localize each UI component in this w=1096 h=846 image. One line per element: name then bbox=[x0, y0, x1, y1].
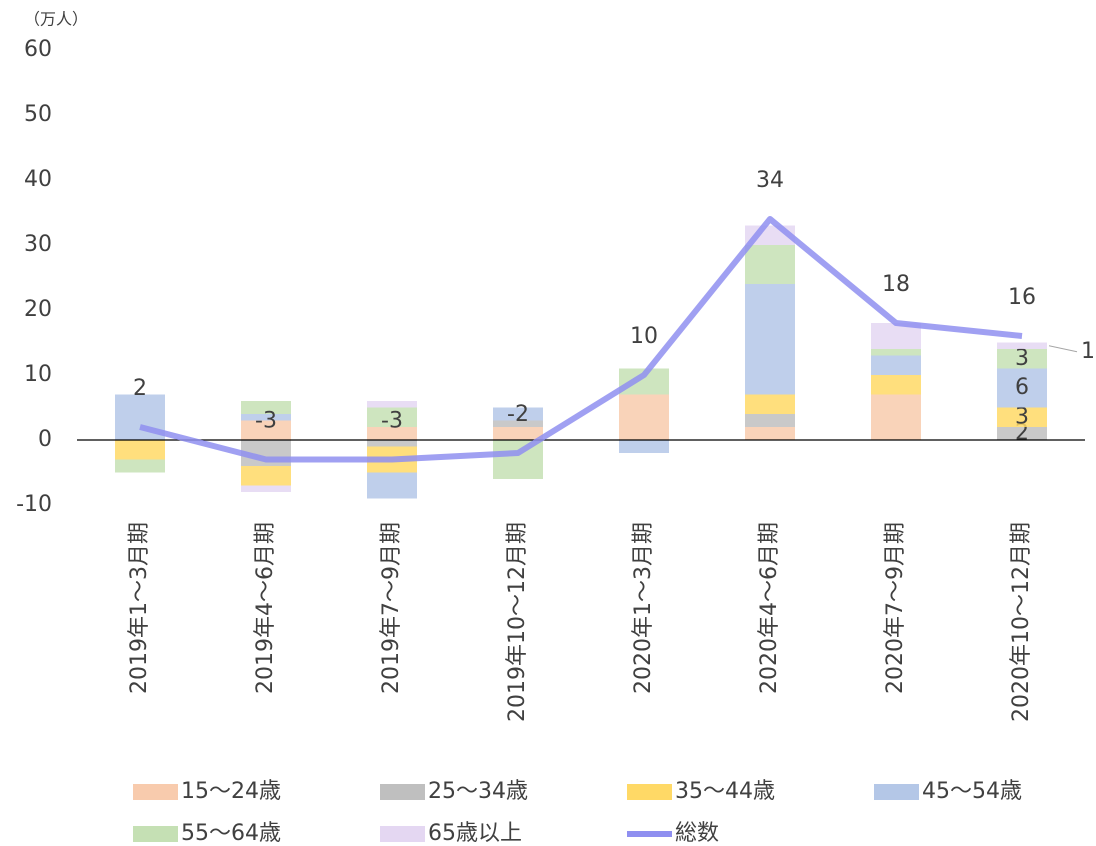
bar-segment bbox=[871, 394, 921, 440]
line-series bbox=[139, 216, 1023, 463]
legend-swatch bbox=[380, 826, 425, 842]
bar-segment bbox=[241, 466, 291, 486]
legend-label: 55～64歳 bbox=[181, 821, 281, 846]
y-tick-label: 0 bbox=[38, 427, 52, 452]
data-label: 3 bbox=[1015, 346, 1029, 371]
bar-segment bbox=[493, 440, 543, 479]
legend-label: 65歳以上 bbox=[428, 821, 522, 846]
legend-swatch bbox=[133, 784, 178, 800]
x-tick-label: 2019年10～12月期 bbox=[505, 522, 530, 722]
line-label: -2 bbox=[507, 402, 529, 427]
y-tick-label: 20 bbox=[24, 297, 52, 322]
bar-segment bbox=[241, 485, 291, 492]
legend-swatch bbox=[133, 826, 178, 842]
bar-segment bbox=[241, 401, 291, 414]
x-tick-label: 2020年7～9月期 bbox=[883, 522, 908, 694]
leader-line bbox=[1048, 345, 1078, 353]
data-label: 3 bbox=[1015, 404, 1029, 429]
y-tick-label: -10 bbox=[16, 492, 52, 517]
bar-segment bbox=[745, 427, 795, 440]
bar-segment bbox=[997, 368, 1047, 408]
bar-segment bbox=[997, 349, 1047, 369]
data-label: 1 bbox=[1081, 339, 1095, 364]
bar-segment bbox=[367, 440, 417, 447]
bar-segment bbox=[871, 375, 921, 395]
line-label: 10 bbox=[630, 324, 658, 349]
bar-segment bbox=[619, 394, 669, 440]
line-label: -3 bbox=[255, 409, 277, 434]
y-tick-label: 40 bbox=[24, 167, 52, 192]
x-tick-label: 2019年7～9月期 bbox=[379, 522, 404, 694]
bar-segment bbox=[115, 440, 165, 460]
y-tick-label: 30 bbox=[24, 232, 52, 257]
line-label: -3 bbox=[381, 409, 403, 434]
line-label: 18 bbox=[882, 272, 910, 297]
bar-segment bbox=[871, 349, 921, 356]
x-tick-label: 2020年4～6月期 bbox=[757, 522, 782, 694]
bar-segment bbox=[997, 427, 1047, 440]
bar-segment bbox=[997, 407, 1047, 427]
bar-segment bbox=[745, 284, 795, 395]
bar-segment bbox=[493, 427, 543, 440]
bar-segment bbox=[493, 420, 543, 427]
legend-label: 35～44歳 bbox=[675, 779, 775, 804]
bar-segment bbox=[367, 401, 417, 408]
line-label: 2 bbox=[133, 376, 147, 401]
bar-segment bbox=[745, 394, 795, 414]
legend-label: 25～34歳 bbox=[428, 779, 528, 804]
x-tick-label: 2019年4～6月期 bbox=[253, 522, 278, 694]
line-label: 16 bbox=[1008, 285, 1036, 310]
bar-segment bbox=[367, 407, 417, 427]
bar-segment bbox=[493, 407, 543, 421]
bar-segment bbox=[367, 472, 417, 499]
y-tick-label: 60 bbox=[24, 37, 52, 62]
bar-segment bbox=[367, 427, 417, 440]
legend-label: 15～24歳 bbox=[181, 779, 281, 804]
unit-label: （万人） bbox=[24, 10, 88, 29]
bar-segment bbox=[745, 414, 795, 427]
bar-segment bbox=[241, 414, 291, 421]
y-tick-label: 10 bbox=[24, 362, 52, 387]
x-tick-label: 2020年1～3月期 bbox=[631, 522, 656, 694]
line-label: 34 bbox=[756, 168, 784, 193]
legend-label: 総数 bbox=[675, 821, 719, 846]
y-tick-label: 50 bbox=[24, 102, 52, 127]
bar-segment bbox=[745, 245, 795, 284]
bar-segment bbox=[871, 355, 921, 375]
bar-segment bbox=[241, 420, 291, 440]
bar-segment bbox=[619, 440, 669, 453]
bar-segment bbox=[997, 342, 1047, 349]
data-label: 6 bbox=[1015, 375, 1029, 400]
x-tick-label: 2019年1～3月期 bbox=[127, 522, 152, 694]
legend-swatch bbox=[380, 784, 425, 800]
x-tick-label: 2020年10～12月期 bbox=[1009, 522, 1034, 722]
legend-label: 45～54歳 bbox=[922, 779, 1022, 804]
legend-swatch bbox=[874, 784, 919, 800]
legend-swatch bbox=[627, 784, 672, 800]
bar-segment bbox=[115, 459, 165, 473]
